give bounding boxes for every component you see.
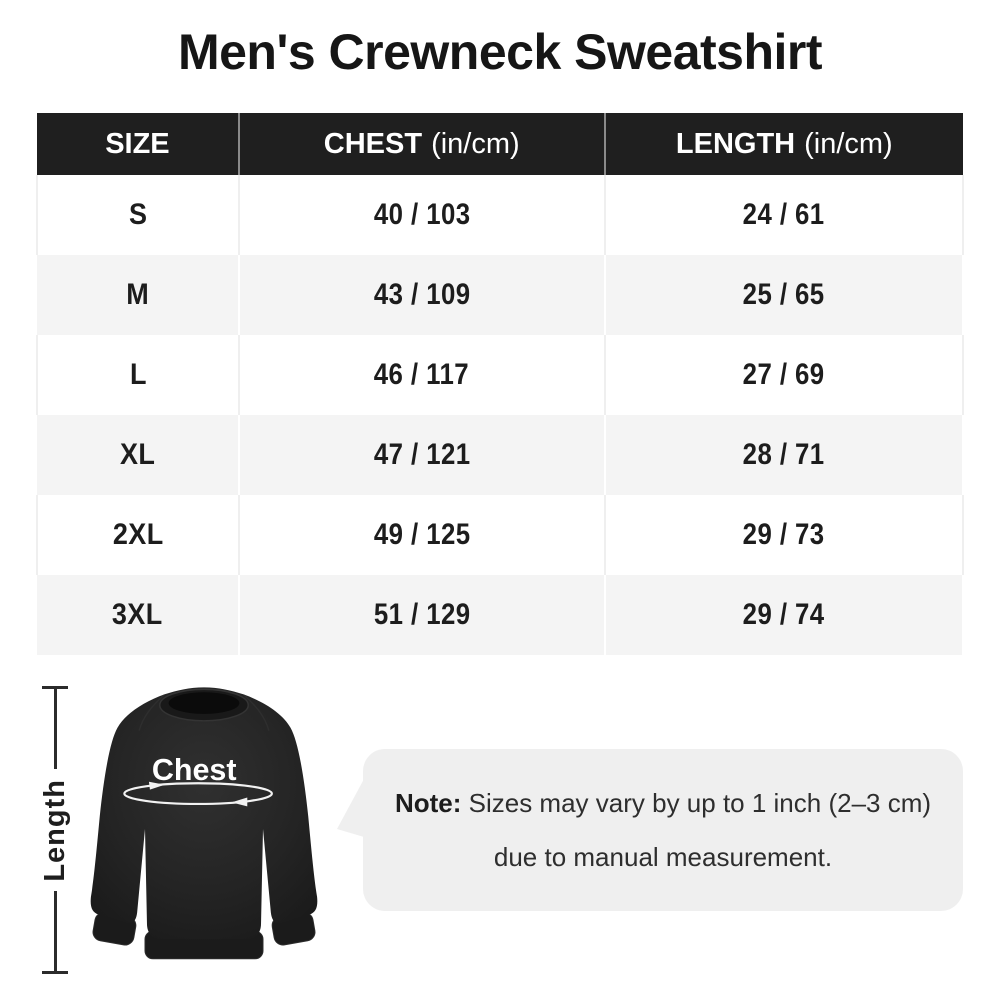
chest-arrow-left-icon [231,797,248,807]
length-value: 27 / 69 [742,358,825,391]
chest-cell: 46 / 117 [237,335,605,415]
chest-value: 51 / 129 [373,598,471,631]
length-cell: 27 / 69 [603,335,965,415]
right-shoulder-seam [243,694,270,731]
note-bubble: Note: Sizes may vary by up to 1 inch (2–… [337,749,963,911]
bubble-tail-icon [337,779,364,837]
length-cell: 29 / 73 [603,495,965,575]
chest-value: 43 / 109 [373,278,471,311]
chest-cell: 47 / 121 [237,415,605,495]
length-value: 29 / 74 [742,598,825,631]
measure-line-upper [53,689,57,769]
measure-cap-bottom-icon [42,971,68,974]
chest-cell: 51 / 129 [237,575,605,655]
table-row-s: S 40 / 103 24 / 61 [36,175,965,255]
table-row-m: M 43 / 109 25 / 65 [37,255,965,335]
chest-value: 40 / 103 [373,198,471,231]
collar-opening [168,692,240,714]
column-header-size: SIZE [37,113,239,175]
table-row-2xl: 2XL 49 / 125 29 / 73 [36,495,965,575]
length-value: 29 / 73 [742,518,825,551]
note-line-1: Note: Sizes may vary by up to 1 inch (2–… [395,788,931,819]
chest-measure-ellipse [123,782,273,805]
size-chart-table: SIZE CHEST (in/cm) LENGTH (in/cm) S 40 / 1… [36,113,965,655]
column-header-length: LENGTH (in/cm) [603,113,963,175]
sweatshirt-image: Chest [90,687,318,960]
length-cell: 24 / 61 [603,175,965,255]
left-shoulder-seam [138,694,165,731]
note-text-line1: Sizes may vary by up to 1 inch (2–3 cm) [468,787,932,818]
size-value: XL [119,438,156,471]
size-cell: L [36,335,239,415]
sweatshirt-body [90,687,318,940]
size-value: M [125,278,149,311]
measure-line-lower [53,891,57,971]
chest-value: 47 / 121 [373,438,471,471]
chest-cell: 40 / 103 [237,175,605,255]
chest-cell: 49 / 125 [237,495,605,575]
note-label: Note: [394,787,462,818]
chest-value: 49 / 125 [373,518,471,551]
size-value: 3XL [111,598,163,631]
length-label: Length [38,778,71,882]
length-cell: 28 / 71 [603,415,965,495]
size-value: S [128,198,148,231]
length-cell: 25 / 65 [603,255,965,335]
chest-cell: 43 / 109 [237,255,605,335]
size-cell: 2XL [36,495,239,575]
table-row-xl: XL 47 / 121 28 / 71 [37,415,965,495]
size-cell: 3XL [37,575,239,655]
header-length-unit: (in/cm) [804,127,893,160]
length-measure-line: Length [39,686,71,974]
length-cell: 29 / 74 [603,575,965,655]
size-cell: M [37,255,239,335]
size-value: L [129,358,147,391]
header-length-label: LENGTH [675,127,796,160]
chest-arrow-right-icon [148,781,165,790]
header-chest-label: CHEST [323,127,423,160]
length-value: 25 / 65 [742,278,825,311]
table-row-l: L 46 / 117 27 / 69 [36,335,965,415]
size-cell: XL [37,415,239,495]
length-value: 24 / 61 [742,198,825,231]
size-cell: S [36,175,239,255]
measurement-diagram-section: Length [0,660,1000,1000]
length-value: 28 / 71 [742,438,825,471]
note-line-2: due to manual measurement. [493,841,833,872]
measure-cap-top-icon [42,686,68,689]
chest-value: 46 / 117 [374,358,470,391]
size-value: 2XL [112,518,164,551]
page-title: Men's Crewneck Sweatshirt [177,24,823,80]
header-chest-unit: (in/cm) [431,127,520,160]
table-row-3xl: 3XL 51 / 129 29 / 74 [37,575,965,655]
chest-label: Chest [152,753,237,787]
header-row: SIZE CHEST (in/cm) LENGTH (in/cm) [37,113,963,175]
column-header-chest: CHEST (in/cm) [237,113,605,175]
header-size-label: SIZE [105,127,170,160]
